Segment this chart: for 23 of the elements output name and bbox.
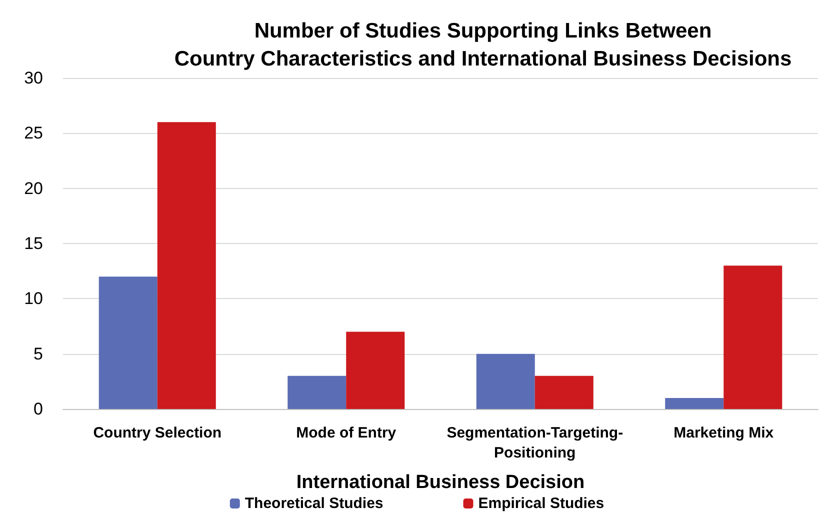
bar bbox=[98, 276, 158, 409]
bar bbox=[724, 266, 782, 409]
x-tick-label: Segmentation-Targeting-Positioning bbox=[446, 424, 624, 462]
bar bbox=[476, 354, 535, 409]
bar bbox=[288, 376, 346, 409]
chart-title: Number of Studies Supporting Links Between Country Characteristics and International Business Decisions bbox=[174, 20, 792, 70]
y-tick-label: 10 bbox=[24, 289, 43, 308]
x-tick-label: Marketing Mix bbox=[674, 424, 774, 442]
bar bbox=[157, 122, 216, 409]
y-tick-label: 5 bbox=[34, 344, 43, 364]
y-tick-label: 30 bbox=[24, 68, 43, 88]
x-tick-label: Mode of Entry bbox=[296, 424, 397, 442]
bar bbox=[534, 376, 594, 409]
y-tick-label: 20 bbox=[24, 178, 43, 198]
bar bbox=[346, 332, 405, 409]
y-tick-label: 15 bbox=[24, 234, 43, 253]
x-tick-label: Country Selection bbox=[93, 424, 222, 442]
bar bbox=[665, 398, 724, 409]
legend-label: Empirical Studies bbox=[478, 495, 604, 512]
y-tick-label: 25 bbox=[24, 124, 43, 143]
legend-label: Theoretical Studies bbox=[244, 495, 384, 512]
y-tick-label: 0 bbox=[34, 400, 43, 418]
x-axis-title: International Business Decision bbox=[296, 472, 585, 493]
